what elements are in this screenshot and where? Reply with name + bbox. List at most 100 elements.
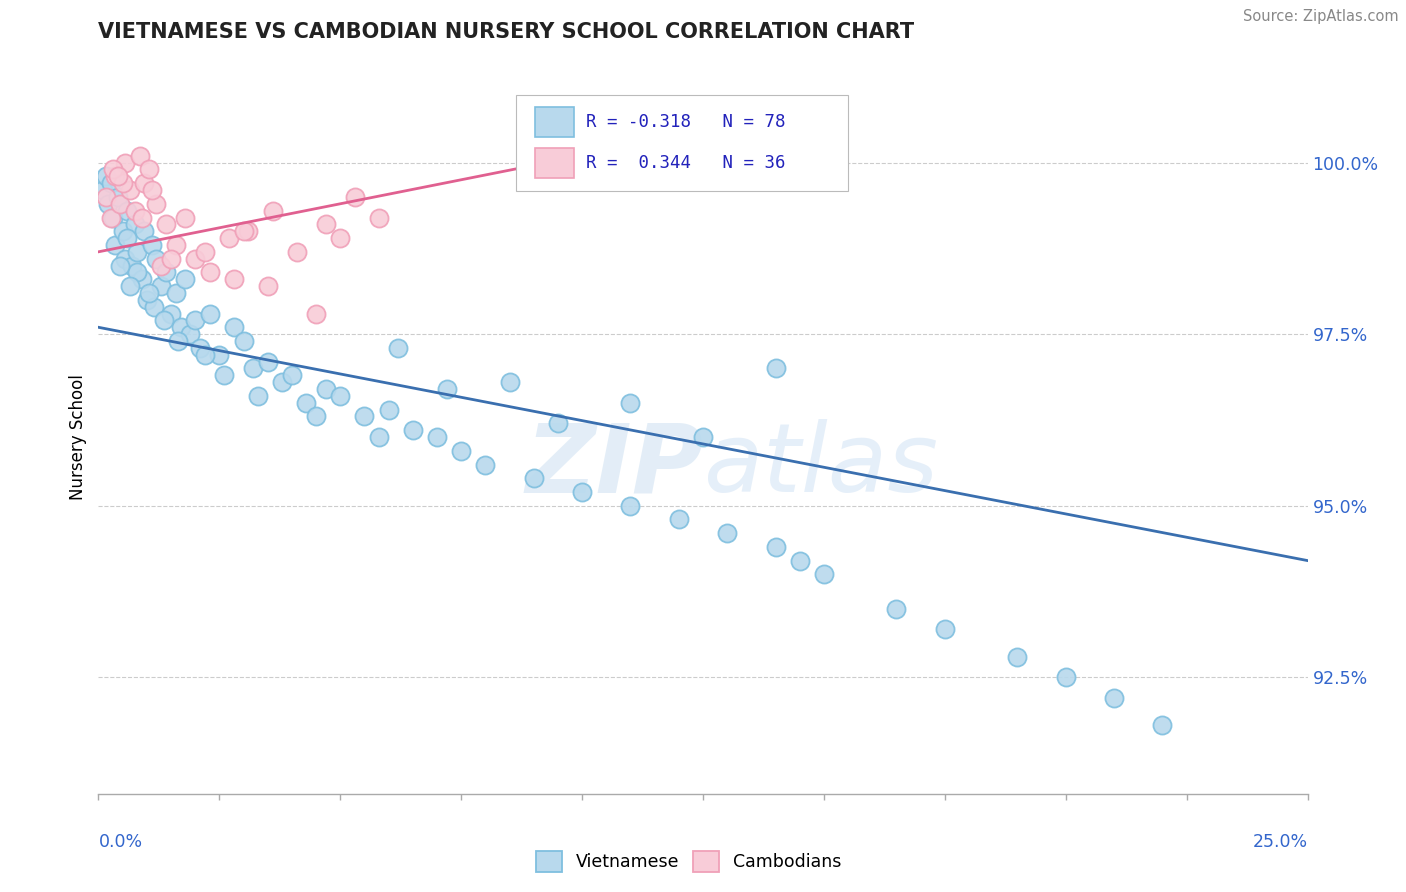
Point: [198, 307, 221, 321]
Point: [97, 196, 120, 211]
Point: [295, 396, 318, 410]
Y-axis label: Nursery School: Nursery School: [69, 374, 87, 500]
Point: [104, 169, 127, 184]
Point: [474, 458, 496, 472]
Point: [141, 183, 163, 197]
Point: [155, 265, 177, 279]
Point: [107, 190, 129, 204]
Point: [222, 320, 245, 334]
Point: [619, 499, 641, 513]
Point: [305, 307, 328, 321]
Point: [101, 211, 124, 225]
Point: [108, 259, 131, 273]
Point: [194, 244, 217, 259]
Point: [547, 417, 569, 431]
Point: [150, 279, 173, 293]
Point: [256, 279, 278, 293]
Point: [111, 176, 134, 190]
Text: atlas: atlas: [703, 419, 938, 512]
Point: [271, 375, 294, 389]
Point: [135, 293, 157, 307]
FancyBboxPatch shape: [534, 148, 574, 178]
Point: [150, 259, 173, 273]
Point: [117, 231, 139, 245]
Point: [100, 176, 122, 190]
Point: [208, 348, 231, 362]
Point: [108, 196, 131, 211]
Point: [118, 183, 141, 197]
Point: [716, 526, 738, 541]
Text: Source: ZipAtlas.com: Source: ZipAtlas.com: [1243, 9, 1399, 24]
Point: [450, 443, 472, 458]
Point: [523, 471, 546, 485]
Point: [145, 196, 167, 211]
Point: [813, 567, 835, 582]
Point: [101, 162, 124, 177]
Point: [165, 238, 187, 252]
Text: 0.0%: 0.0%: [98, 833, 142, 851]
Point: [436, 382, 458, 396]
Point: [402, 423, 425, 437]
Point: [368, 430, 391, 444]
Point: [94, 169, 117, 184]
Point: [143, 300, 166, 314]
Point: [232, 334, 254, 348]
Point: [281, 368, 304, 383]
Point: [134, 224, 156, 238]
Point: [232, 224, 254, 238]
Point: [1102, 690, 1125, 705]
Point: [198, 265, 221, 279]
Point: [160, 252, 183, 266]
FancyBboxPatch shape: [534, 107, 574, 137]
Point: [329, 389, 352, 403]
Point: [94, 190, 117, 204]
Point: [127, 244, 149, 259]
Point: [188, 341, 211, 355]
Point: [138, 162, 160, 177]
Point: [256, 354, 278, 368]
Point: [165, 285, 187, 300]
Point: [124, 203, 146, 218]
Point: [789, 553, 811, 567]
Point: [169, 320, 191, 334]
Point: [111, 224, 134, 238]
Point: [222, 272, 245, 286]
Point: [247, 389, 270, 403]
Point: [668, 512, 690, 526]
Point: [104, 238, 127, 252]
Point: [128, 149, 150, 163]
Point: [353, 409, 375, 424]
Point: [934, 622, 956, 636]
Point: [117, 203, 139, 218]
Point: [1152, 718, 1174, 732]
Point: [194, 348, 217, 362]
Point: [131, 272, 153, 286]
Text: 25.0%: 25.0%: [1253, 833, 1308, 851]
Point: [184, 252, 207, 266]
Point: [107, 169, 129, 184]
Text: R =  0.344   N = 36: R = 0.344 N = 36: [586, 154, 785, 172]
Point: [1054, 670, 1077, 684]
Point: [692, 430, 714, 444]
Point: [145, 252, 167, 266]
Point: [619, 396, 641, 410]
Point: [174, 211, 197, 225]
Point: [212, 368, 235, 383]
Point: [305, 409, 328, 424]
Point: [315, 382, 337, 396]
Point: [91, 183, 114, 197]
Point: [315, 218, 337, 232]
Legend: Vietnamese, Cambodians: Vietnamese, Cambodians: [529, 844, 849, 879]
Text: R = -0.318   N = 78: R = -0.318 N = 78: [586, 113, 785, 131]
Point: [1007, 649, 1029, 664]
Point: [121, 259, 143, 273]
Point: [155, 218, 177, 232]
Point: [238, 224, 260, 238]
Point: [124, 218, 146, 232]
Point: [886, 601, 908, 615]
Point: [426, 430, 449, 444]
Point: [174, 272, 197, 286]
Point: [368, 211, 391, 225]
Point: [218, 231, 240, 245]
Point: [134, 176, 156, 190]
